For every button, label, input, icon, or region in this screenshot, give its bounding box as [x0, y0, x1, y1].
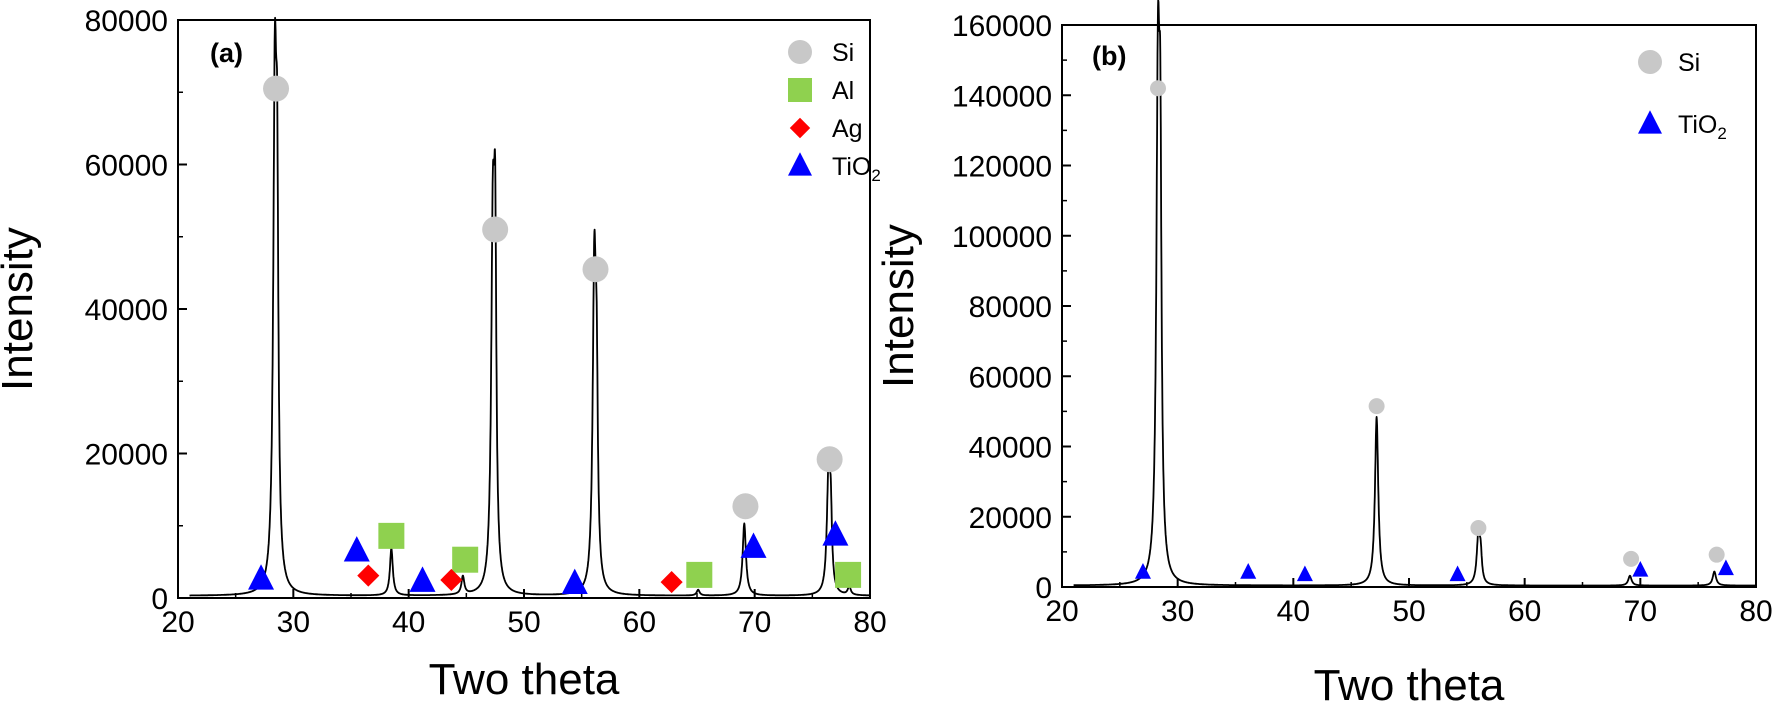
- panel-a-marker-al: [686, 561, 713, 588]
- panel-a-legend-label-text: Si: [832, 39, 854, 67]
- panel-a-x-tick-label: 40: [392, 606, 425, 639]
- panel-b-legend-symbol: [1638, 50, 1662, 74]
- panel-a-pattern-line: [188, 16, 870, 597]
- panel-b-y-tick-label: 80000: [969, 291, 1052, 324]
- panel-a-legend-symbol: [788, 152, 812, 176]
- chart-panel-a: 20 30 40 50 60 70 80 0 20000 40000 60000 80000 Two t…: [0, 5, 887, 704]
- panel-a-legend-label-subscript: 2: [871, 166, 880, 185]
- panel-b-marker-tio2: [1632, 560, 1649, 577]
- panel-b-legend-symbol: [1638, 110, 1662, 134]
- panel-a-y-tick-label: 80000: [85, 5, 168, 38]
- panel-a-x-tick-label: 20: [161, 606, 194, 639]
- panel-b-x-axis-title: Two theta: [1314, 661, 1505, 709]
- panel-b-marker-si: [1470, 519, 1487, 536]
- panel-b-pattern-line: [1072, 0, 1756, 587]
- panel-a-marker-si: [263, 75, 290, 102]
- panel-b-plot-frame: [1061, 24, 1757, 588]
- panel-b-y-tick-label: 0: [1035, 572, 1052, 605]
- panel-b-marker-si: [1150, 80, 1167, 97]
- panel-a-legend-symbol: [788, 40, 812, 64]
- panel-b-x-tick-label: 20: [1045, 595, 1078, 628]
- panel-a-marker-si: [816, 446, 843, 473]
- panel-a-marker-si: [732, 493, 759, 520]
- panel-a-x-tick-label: 80: [853, 606, 886, 639]
- panel-a-marker-ag: [440, 568, 463, 591]
- panel-b-marker-si: [1708, 546, 1725, 563]
- panel-a-marker-ag: [660, 571, 683, 594]
- panel-b-marker-tio2: [1296, 565, 1313, 582]
- panel-b-x-tick-label: 40: [1277, 595, 1310, 628]
- panel-a-y-axis-title: Intensity: [0, 227, 42, 391]
- panel-b-marker-tio2: [1240, 563, 1257, 579]
- panel-b-x-tick-label: 80: [1739, 595, 1772, 628]
- panel-a-y-tick-label: 40000: [85, 294, 168, 327]
- panel-b-y-tick-label: 120000: [952, 151, 1052, 184]
- panel-b-legend-label-subscript: 2: [1717, 124, 1726, 143]
- panel-b-y-tick-label: 140000: [952, 80, 1052, 113]
- panel-a-marker-tio2: [248, 564, 275, 590]
- panel-a-marker-al: [378, 522, 405, 549]
- panel-a-legend-label: Ag: [832, 115, 863, 143]
- panel-b-x-tick-label: 60: [1508, 595, 1541, 628]
- panel-b-marker-tio2: [1717, 559, 1734, 576]
- panel-b-marker-tio2: [1134, 563, 1151, 579]
- panel-a-legend-label: Si: [832, 39, 854, 67]
- panel-a-x-axis-title: Two theta: [429, 655, 620, 704]
- panel-a-y-tick-label: 60000: [85, 150, 168, 183]
- panel-a-marker-tio2: [822, 520, 849, 546]
- panel-a-legend-symbol: [788, 78, 812, 102]
- panel-a-legend-symbol: [789, 117, 811, 139]
- panel-b-x-tick-label: 30: [1161, 595, 1194, 628]
- panel-a-x-tick-label: 30: [277, 606, 310, 639]
- panel-a-marker-ag: [357, 564, 380, 587]
- panel-b-y-tick-label: 60000: [969, 361, 1052, 394]
- panel-a-marker-tio2: [740, 532, 767, 558]
- panel-a-x-tick-label: 50: [507, 606, 540, 639]
- panel-a-marker-si: [482, 216, 509, 243]
- panel-b-y-tick-label: 100000: [952, 221, 1052, 254]
- panel-a-marker-al: [452, 546, 479, 573]
- panel-a-label: (a): [210, 38, 243, 68]
- panel-b-y-axis-title: Intensity: [874, 224, 923, 388]
- panel-b-legend-label-text: TiO: [1678, 111, 1717, 139]
- panel-b-marker-tio2: [1449, 565, 1466, 582]
- panel-b-label: (b): [1092, 41, 1126, 71]
- panel-a-marker-tio2: [343, 536, 370, 562]
- panel-a-marker-al: [835, 561, 862, 588]
- panel-b-y-tick-label: 20000: [969, 502, 1052, 535]
- panel-a-legend-label-text: Ag: [832, 115, 863, 143]
- panel-a-marker-tio2: [561, 568, 588, 595]
- panel-b-legend-label: Si: [1678, 49, 1700, 77]
- panel-b-legend-label: TiO2: [1678, 111, 1727, 143]
- panel-a-x-tick-label: 70: [738, 606, 771, 639]
- panel-a-marker-tio2: [409, 566, 436, 592]
- panel-a-x-tick-label: 60: [623, 606, 656, 639]
- panel-a-marker-si: [582, 256, 609, 283]
- panel-b-legend-label-text: Si: [1678, 49, 1700, 77]
- chart-panel-b: 20 30 40 50 60 70 80 0 20000 40000 60000 80000 10000…: [874, 0, 1773, 709]
- panel-b-y-tick-label: 160000: [952, 10, 1052, 43]
- panel-a-legend-label-text: Al: [832, 77, 854, 105]
- panel-b-x-tick-label: 50: [1392, 595, 1425, 628]
- panel-a-legend-label: Al: [832, 77, 854, 105]
- panel-a-legend-label: TiO2: [832, 153, 881, 185]
- panel-a-y-tick-label: 20000: [85, 439, 168, 472]
- panel-a-legend-label-text: TiO: [832, 153, 871, 181]
- panel-b-y-tick-label: 40000: [969, 432, 1052, 465]
- panel-b-marker-si: [1368, 398, 1385, 415]
- panel-a-y-tick-label: 0: [151, 583, 168, 616]
- panel-b-x-tick-label: 70: [1624, 595, 1657, 628]
- panel-b-marker-si: [1623, 550, 1640, 567]
